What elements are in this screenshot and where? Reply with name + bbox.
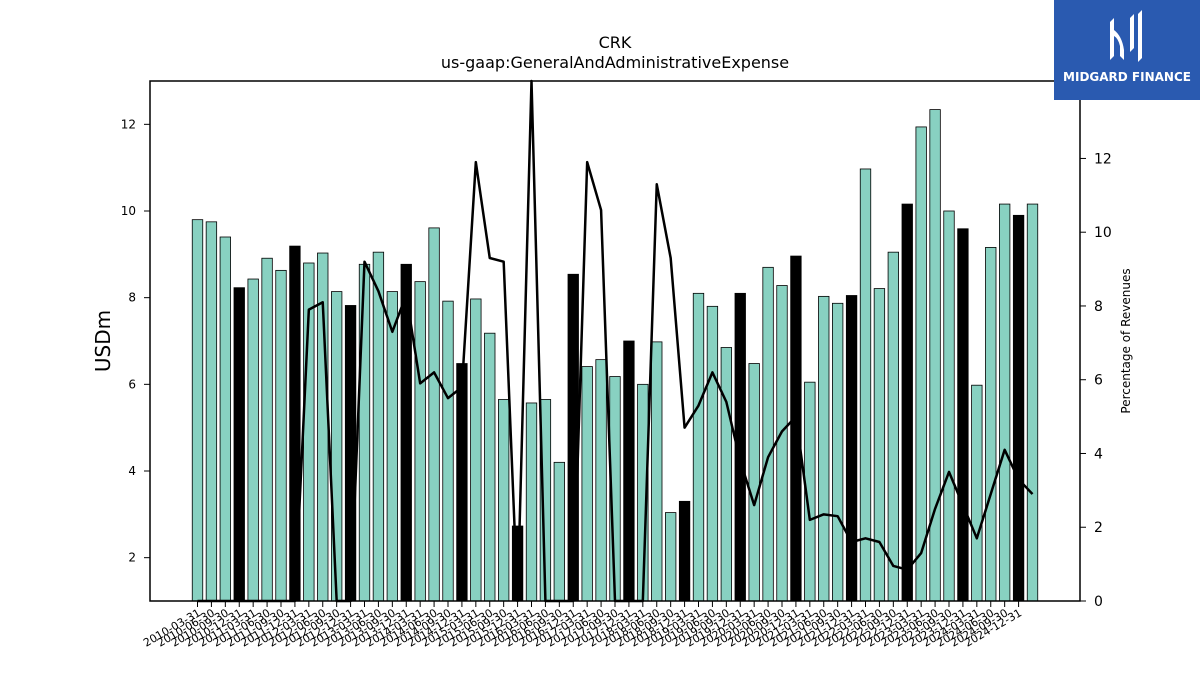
logo: MIDGARD FINANCE <box>1054 0 1200 100</box>
quarter-bar <box>692 292 705 602</box>
y2-tick-label: 4 <box>1094 446 1103 462</box>
quarter-bar <box>386 291 398 602</box>
quarter-bar <box>720 347 732 602</box>
annual-bar <box>901 203 913 602</box>
quarter-bar <box>484 332 496 602</box>
annual-bar <box>790 255 802 602</box>
quarter-bar <box>1026 203 1039 602</box>
quarter-bar <box>470 298 482 602</box>
quarter-bar <box>261 257 273 602</box>
annual-bar <box>845 295 858 602</box>
quarter-bar <box>525 402 538 602</box>
annual-bar <box>456 363 468 602</box>
annual-bar <box>957 228 969 602</box>
quarter-bar <box>748 363 760 602</box>
y2-tick-label: 12 <box>1094 151 1112 167</box>
quarter-bar <box>762 266 774 602</box>
annual-bar <box>567 273 579 602</box>
quarter-bar <box>706 305 719 602</box>
quarter-bar <box>832 302 844 602</box>
quarter-bar <box>428 227 440 602</box>
chart-title: CRK <box>599 33 632 52</box>
quarter-bar <box>358 263 371 602</box>
quarter-bar <box>651 341 663 602</box>
bars-group <box>191 109 1039 602</box>
logo-mark-icon <box>1110 10 1142 62</box>
quarter-bar <box>595 359 607 602</box>
quarter-bar <box>581 366 593 602</box>
annual-bar <box>678 500 691 602</box>
annual-bar <box>1012 214 1025 602</box>
y-axis-label: USDm <box>91 310 115 372</box>
quarter-bar <box>191 219 204 602</box>
quarter-bar <box>873 288 886 602</box>
annual-bar <box>623 340 635 602</box>
quarter-bar <box>776 285 788 602</box>
annual-bar <box>233 287 245 602</box>
quarter-bar <box>442 300 454 602</box>
y2-tick-label: 0 <box>1094 594 1103 610</box>
quarter-bar <box>943 210 955 602</box>
quarter-bar <box>887 251 899 602</box>
y-tick-label: 8 <box>128 291 136 305</box>
y2-tick-label: 10 <box>1094 225 1112 241</box>
y-tick-label: 12 <box>121 117 136 131</box>
quarter-bar <box>553 461 565 602</box>
chart-subtitle: us-gaap:GeneralAndAdministrativeExpense <box>441 53 789 72</box>
quarter-bar <box>498 399 510 602</box>
y2-tick-label: 6 <box>1094 373 1103 389</box>
annual-bar <box>344 305 357 602</box>
y2-tick-label: 8 <box>1094 299 1103 315</box>
quarter-bar <box>331 291 343 602</box>
y2-tick-label: 2 <box>1094 520 1103 536</box>
quarter-bar <box>818 295 830 602</box>
quarter-bar <box>971 384 983 602</box>
quarter-bar <box>414 281 426 602</box>
y2-axis-label: Percentage of Revenues <box>1119 268 1133 413</box>
y-axis-ticks: 2 4 6 8 10 12 <box>121 117 150 565</box>
y-tick-label: 10 <box>121 204 136 218</box>
x-axis-ticks: 2010-03-312010-06-302010-09-302010-12-31… <box>141 601 1024 650</box>
quarter-bar <box>205 221 218 602</box>
quarter-bar <box>665 512 677 602</box>
quarter-bar <box>985 246 997 602</box>
y2-axis-ticks: 0 2 4 6 8 10 12 <box>1080 151 1112 610</box>
quarter-bar <box>219 236 231 602</box>
quarter-bar <box>859 168 872 602</box>
quarter-bar <box>915 126 927 602</box>
y-tick-label: 4 <box>128 464 136 478</box>
quarter-bar <box>929 109 941 602</box>
logo-text: MIDGARD FINANCE <box>1063 70 1191 84</box>
y-tick-label: 6 <box>128 377 136 391</box>
quarter-bar <box>275 269 287 602</box>
quarter-bar <box>247 278 259 602</box>
y-tick-label: 2 <box>128 551 136 565</box>
quarter-bar <box>999 203 1011 602</box>
